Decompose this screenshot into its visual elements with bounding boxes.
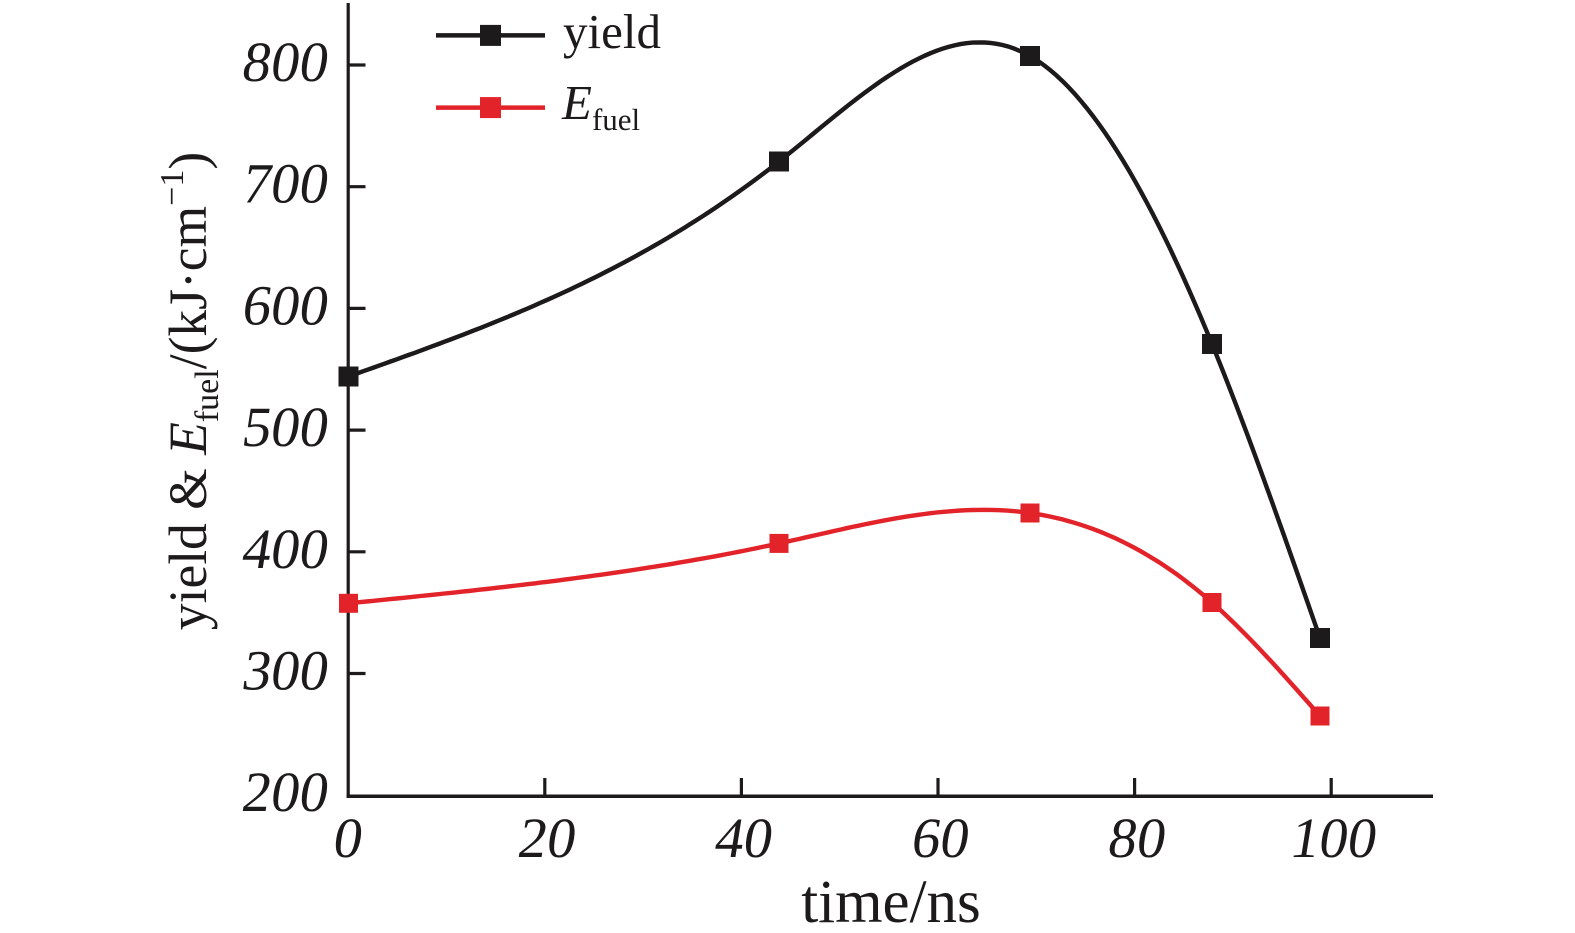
- svg-text:200: 200: [238, 762, 333, 825]
- svg-text:Efuel: Efuel: [561, 75, 640, 137]
- svg-text:yield: yield: [563, 4, 661, 59]
- svg-text:40: 40: [711, 807, 778, 870]
- svg-text:60: 60: [907, 807, 974, 870]
- svg-text:400: 400: [238, 518, 333, 581]
- svg-text:time/ns: time/ns: [801, 869, 981, 928]
- svg-text:80: 80: [1104, 807, 1171, 870]
- svg-text:500: 500: [238, 396, 333, 459]
- svg-text:100: 100: [1286, 807, 1381, 870]
- svg-text:600: 600: [238, 275, 333, 338]
- svg-text:300: 300: [238, 640, 333, 703]
- svg-text:800: 800: [238, 31, 333, 94]
- svg-text:20: 20: [514, 807, 581, 870]
- svg-text:700: 700: [238, 153, 333, 216]
